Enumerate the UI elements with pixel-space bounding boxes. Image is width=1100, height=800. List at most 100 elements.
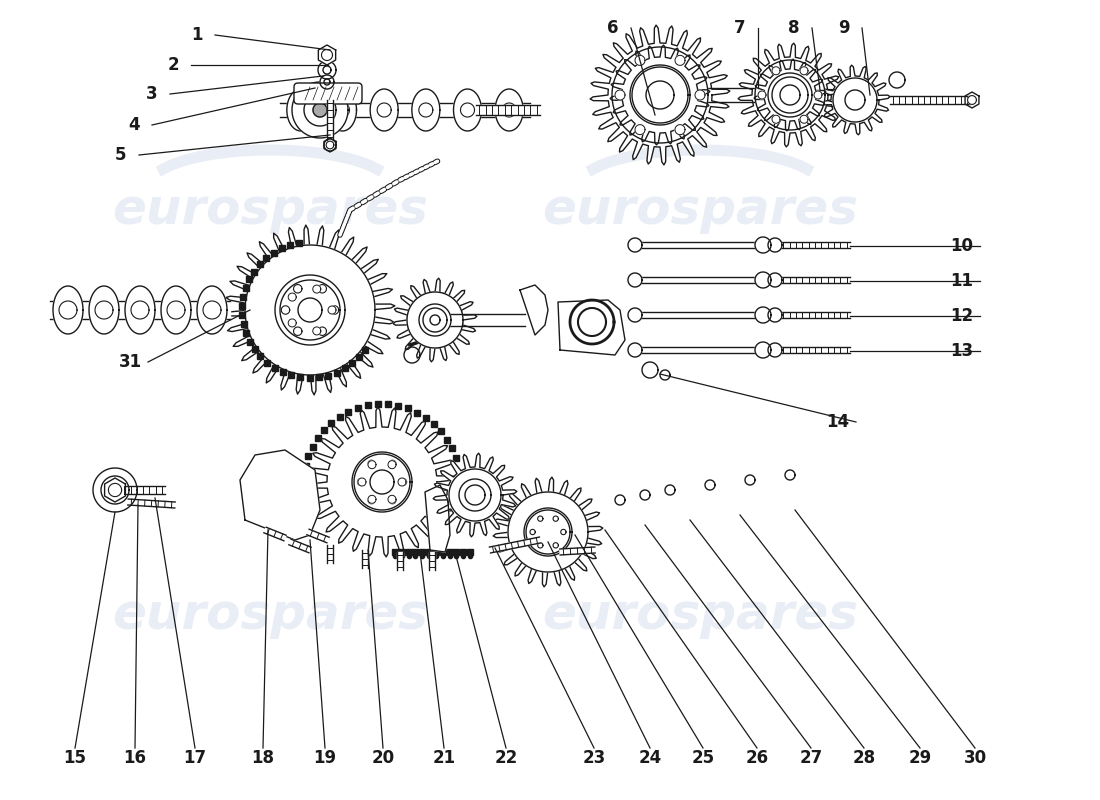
Polygon shape bbox=[553, 516, 559, 522]
Polygon shape bbox=[388, 461, 396, 469]
Polygon shape bbox=[368, 461, 376, 469]
Polygon shape bbox=[328, 306, 336, 314]
Polygon shape bbox=[275, 275, 345, 345]
Polygon shape bbox=[323, 66, 331, 74]
Polygon shape bbox=[508, 492, 588, 572]
Polygon shape bbox=[50, 301, 230, 319]
Polygon shape bbox=[772, 66, 780, 74]
Polygon shape bbox=[318, 285, 327, 293]
Polygon shape bbox=[294, 327, 301, 335]
Polygon shape bbox=[101, 476, 129, 504]
Polygon shape bbox=[630, 277, 760, 283]
Polygon shape bbox=[104, 478, 125, 502]
Polygon shape bbox=[59, 301, 77, 319]
Polygon shape bbox=[240, 450, 320, 540]
Polygon shape bbox=[314, 103, 327, 117]
Polygon shape bbox=[389, 460, 396, 467]
Polygon shape bbox=[833, 78, 877, 122]
Polygon shape bbox=[476, 105, 540, 115]
Text: 25: 25 bbox=[692, 749, 715, 767]
Polygon shape bbox=[95, 301, 113, 319]
Polygon shape bbox=[323, 138, 337, 152]
Polygon shape bbox=[89, 286, 119, 334]
Text: 24: 24 bbox=[638, 749, 661, 767]
Text: 22: 22 bbox=[494, 749, 518, 767]
Polygon shape bbox=[758, 91, 766, 99]
Polygon shape bbox=[780, 312, 850, 318]
Polygon shape bbox=[294, 103, 308, 117]
Polygon shape bbox=[635, 125, 645, 134]
Polygon shape bbox=[109, 483, 122, 497]
Polygon shape bbox=[780, 85, 800, 105]
Polygon shape bbox=[558, 300, 625, 355]
Polygon shape bbox=[646, 110, 653, 117]
Polygon shape bbox=[318, 61, 336, 79]
Polygon shape bbox=[362, 550, 369, 568]
Polygon shape bbox=[968, 96, 977, 104]
Polygon shape bbox=[772, 115, 780, 123]
Polygon shape bbox=[336, 103, 350, 117]
Polygon shape bbox=[821, 65, 890, 135]
Polygon shape bbox=[780, 347, 850, 353]
Polygon shape bbox=[320, 75, 334, 89]
Polygon shape bbox=[367, 460, 375, 467]
Polygon shape bbox=[675, 125, 685, 134]
Polygon shape bbox=[327, 100, 333, 140]
FancyBboxPatch shape bbox=[294, 83, 362, 104]
Polygon shape bbox=[785, 470, 795, 480]
Polygon shape bbox=[358, 478, 364, 486]
Polygon shape bbox=[845, 90, 865, 110]
Text: 29: 29 bbox=[909, 749, 932, 767]
Polygon shape bbox=[128, 499, 175, 508]
Polygon shape bbox=[425, 485, 450, 552]
Polygon shape bbox=[695, 90, 705, 100]
Text: eurospares: eurospares bbox=[112, 186, 428, 234]
Text: 9: 9 bbox=[838, 19, 850, 37]
Polygon shape bbox=[307, 407, 456, 557]
Text: 15: 15 bbox=[64, 749, 87, 767]
Polygon shape bbox=[495, 89, 524, 131]
Polygon shape bbox=[125, 286, 155, 334]
Polygon shape bbox=[287, 89, 315, 131]
Polygon shape bbox=[197, 286, 227, 334]
Polygon shape bbox=[53, 286, 82, 334]
Polygon shape bbox=[367, 497, 375, 504]
Polygon shape bbox=[388, 495, 396, 503]
Polygon shape bbox=[628, 273, 642, 287]
Polygon shape bbox=[393, 278, 476, 362]
Polygon shape bbox=[354, 454, 410, 510]
Polygon shape bbox=[327, 545, 333, 563]
Polygon shape bbox=[94, 468, 138, 512]
Polygon shape bbox=[161, 286, 191, 334]
Text: 1: 1 bbox=[191, 26, 202, 44]
Polygon shape bbox=[768, 308, 782, 322]
Polygon shape bbox=[636, 91, 642, 98]
Text: 21: 21 bbox=[432, 749, 455, 767]
Polygon shape bbox=[636, 91, 642, 98]
Polygon shape bbox=[646, 110, 653, 117]
Polygon shape bbox=[538, 516, 543, 522]
Polygon shape bbox=[630, 242, 760, 248]
Polygon shape bbox=[389, 497, 396, 504]
Polygon shape bbox=[667, 110, 674, 117]
Text: 26: 26 bbox=[746, 749, 769, 767]
Text: 11: 11 bbox=[950, 272, 974, 290]
Polygon shape bbox=[570, 300, 614, 344]
Text: 5: 5 bbox=[116, 146, 127, 164]
Polygon shape bbox=[615, 90, 625, 100]
Polygon shape bbox=[560, 547, 595, 555]
Polygon shape bbox=[530, 530, 536, 534]
Text: 2: 2 bbox=[167, 56, 179, 74]
Polygon shape bbox=[419, 103, 432, 117]
Polygon shape bbox=[312, 327, 321, 335]
Polygon shape bbox=[755, 307, 771, 323]
Polygon shape bbox=[635, 55, 645, 66]
Polygon shape bbox=[780, 106, 785, 111]
Polygon shape bbox=[630, 312, 760, 318]
Polygon shape bbox=[889, 72, 905, 88]
Polygon shape bbox=[768, 238, 782, 252]
Polygon shape bbox=[520, 285, 548, 335]
Polygon shape bbox=[304, 94, 336, 126]
Polygon shape bbox=[612, 47, 708, 143]
Polygon shape bbox=[646, 74, 653, 81]
